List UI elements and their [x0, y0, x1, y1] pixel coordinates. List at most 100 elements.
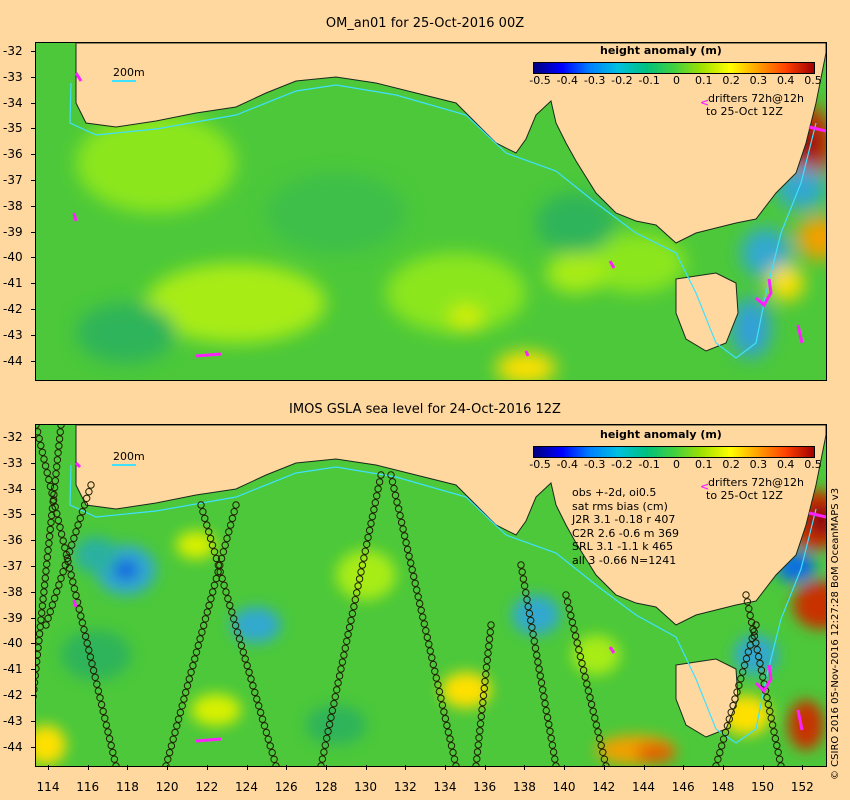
altimeter-obs-marker	[264, 735, 273, 743]
lat-tick	[31, 540, 36, 542]
altimeter-obs-marker	[478, 705, 486, 714]
altimeter-obs-marker	[476, 727, 484, 735]
altimeter-obs-marker	[477, 712, 485, 721]
altimeter-obs-marker	[754, 652, 763, 661]
lat-tick	[31, 257, 36, 259]
altimeter-obs-marker	[110, 755, 119, 763]
altimeter-obs-marker	[337, 665, 345, 673]
altimeter-obs-marker	[243, 661, 251, 670]
altimeter-obs-marker	[361, 547, 369, 555]
altimeter-obs-marker	[256, 708, 265, 717]
altimeter-obs-marker	[416, 599, 424, 608]
altimeter-obs-marker	[237, 641, 246, 650]
lon-tick	[246, 765, 248, 770]
altimeter-obs-marker	[167, 742, 176, 750]
altimeter-obs-marker	[85, 646, 93, 654]
lat-tick-label: -40	[3, 636, 23, 651]
altimeter-obs-marker	[413, 586, 421, 594]
colorbar-tick-label: 0.4	[776, 74, 795, 87]
altimeter-obs-marker	[432, 674, 440, 682]
altimeter-obs-marker	[80, 501, 89, 509]
lat-tick	[31, 617, 36, 619]
altimeter-obs-marker	[411, 579, 419, 588]
altimeter-obs-marker	[354, 582, 362, 590]
altimeter-obs-marker	[219, 548, 228, 556]
altimeter-obs-marker	[774, 748, 782, 756]
lat-tick-label: -42	[3, 688, 23, 702]
altimeter-obs-marker	[335, 672, 344, 680]
lon-tick	[564, 765, 566, 770]
altimeter-obs-marker	[583, 680, 591, 688]
altimeter-obs-marker	[753, 646, 761, 654]
lon-tick	[325, 765, 327, 770]
altimeter-obs-marker	[231, 621, 240, 630]
panel2-map	[35, 424, 827, 767]
altimeter-obs-marker	[426, 647, 434, 655]
altimeter-obs-marker	[771, 734, 780, 743]
altimeter-obs-marker	[201, 615, 210, 623]
altimeter-obs-marker	[85, 487, 93, 496]
panel1-colorbar	[533, 62, 815, 74]
stats-line-4: C2R 2.6 -0.6 m 369	[572, 526, 679, 540]
altimeter-obs-marker	[328, 706, 337, 715]
altimeter-obs-marker	[485, 642, 493, 650]
colorbar-tick-label: -0.1	[638, 458, 660, 471]
altimeter-obs-marker	[331, 693, 339, 701]
altimeter-obs-marker	[255, 702, 263, 710]
altimeter-obs-marker	[573, 639, 581, 647]
lat-tick-label: -43	[3, 713, 23, 728]
altimeter-obs-marker	[731, 695, 739, 703]
lon-tick	[524, 765, 526, 770]
altimeter-obs-marker	[519, 575, 528, 583]
altimeter-obs-marker	[249, 682, 257, 690]
altimeter-obs-marker	[545, 720, 553, 729]
lat-tick	[31, 437, 36, 438]
altimeter-obs-marker	[59, 568, 67, 576]
altimeter-obs-marker	[239, 648, 248, 656]
lon-tick-label: 146	[671, 780, 695, 794]
lon-tick-label: 134	[433, 780, 457, 794]
altimeter-obs-marker	[393, 498, 401, 506]
colorbar-tick-label: -0.1	[638, 74, 660, 87]
altimeter-obs-marker	[746, 641, 754, 649]
altimeter-obs-marker	[68, 541, 76, 549]
lon-tick-label: 140	[552, 780, 576, 794]
altimeter-obs-marker	[365, 526, 374, 535]
colorbar-tick-label: 0.1	[695, 74, 713, 87]
altimeter-obs-marker	[171, 728, 179, 737]
altimeter-obs-marker	[57, 425, 65, 429]
altimeter-obs-marker	[217, 554, 226, 563]
altimeter-obs-marker	[748, 634, 756, 643]
altimeter-obs-marker	[169, 735, 177, 743]
lat-tick-label: -37	[3, 559, 23, 573]
altimeter-obs-marker	[592, 721, 601, 729]
altimeter-obs-marker	[104, 728, 112, 736]
altimeter-obs-marker	[201, 514, 209, 523]
panel1-drifter-arrow-icon: <	[700, 96, 710, 109]
altimeter-obs-marker	[595, 734, 604, 743]
altimeter-obs-marker	[48, 504, 57, 513]
altimeter-obs-marker	[74, 521, 82, 529]
altimeter-obs-marker	[716, 748, 724, 757]
altimeter-obs-marker	[210, 548, 219, 556]
altimeter-obs-marker	[54, 449, 62, 457]
altimeter-obs-marker	[522, 589, 530, 597]
altimeter-obs-marker	[727, 708, 735, 716]
altimeter-obs-marker	[189, 661, 197, 670]
altimeter-obs-marker	[270, 755, 278, 763]
altimeter-obs-marker	[482, 670, 490, 679]
altimeter-obs-marker	[450, 755, 459, 763]
altimeter-obs-marker	[752, 621, 760, 629]
altimeter-obs-marker	[345, 623, 354, 632]
altimeter-obs-marker	[484, 649, 492, 657]
altimeter-obs-marker	[42, 621, 50, 629]
altimeter-obs-marker	[164, 755, 172, 763]
stats-line-3: J2R 3.1 -0.18 r 407	[572, 513, 676, 526]
lat-tick	[31, 591, 36, 593]
altimeter-obs-marker	[408, 566, 416, 574]
altimeter-obs-marker	[357, 568, 365, 576]
altimeter-obs-marker	[423, 633, 431, 642]
altimeter-obs-marker	[480, 684, 488, 693]
altimeter-obs-marker	[417, 606, 425, 615]
lat-tick-label: -39	[3, 610, 23, 625]
